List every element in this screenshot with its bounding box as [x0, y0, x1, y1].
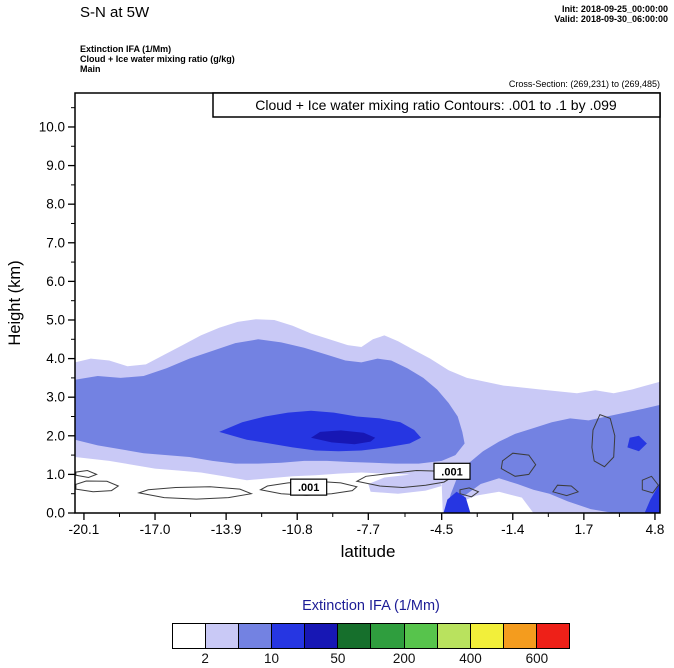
colorbar-tick-label: 200: [392, 651, 416, 666]
cross-section-coords: Cross-Section: (269,231) to (269,485): [508, 79, 660, 89]
contour-line-1: [75, 469, 98, 479]
y-tick-label: 9.0: [46, 158, 65, 173]
contour-fill-vivid-right-corner: [644, 482, 660, 513]
x-tick-label: -10.8: [282, 522, 313, 537]
field-name-cloud-ice: Cloud + Ice water mixing ratio (g/kg): [80, 54, 235, 64]
y-tick-label: 0.0: [46, 506, 65, 521]
y-tick-label: 3.0: [46, 390, 65, 405]
colorbar-cell-2: [239, 624, 273, 648]
x-tick-label: -13.9: [211, 522, 242, 537]
colorbar-title: Extinction IFA (1/Mm): [302, 598, 440, 614]
colorbar-cell-3: [272, 624, 306, 648]
colorbar-cell-7: [404, 624, 438, 648]
y-axis-label: Height (km): [6, 260, 24, 345]
colorbar-cell-6: [371, 624, 405, 648]
contour-label-0: .001: [298, 482, 319, 494]
contour-line-2: [137, 486, 254, 500]
field-name-extinction: Extinction IFA (1/Mm): [80, 44, 172, 54]
field-name-domain: Main: [80, 64, 101, 74]
contour-label-box-0: [290, 478, 328, 496]
colorbar-tick-label: 10: [263, 651, 280, 666]
x-tick-label: -17.0: [140, 522, 171, 537]
contour-info-text: Cloud + Ice water mixing ratio Contours:…: [255, 97, 617, 113]
y-tick-label: 2.0: [46, 428, 65, 443]
colorbar-cell-8: [437, 624, 471, 648]
valid-timestamp: Valid: 2018-09-30_06:00:00: [554, 14, 668, 24]
contour-line-9: [641, 475, 660, 494]
contour-line-8: [591, 413, 616, 468]
x-tick-label: -7.7: [357, 522, 380, 537]
init-timestamp: Init: 2018-09-25_00:00:00: [561, 4, 668, 14]
contour-fill-light-strip: [368, 474, 442, 494]
y-tick-label: 6.0: [46, 274, 65, 289]
y-tick-label: 10.0: [39, 119, 65, 134]
contour-line-0: [75, 480, 120, 493]
y-tick-label: 1.0: [46, 467, 65, 482]
contour-label-box-1: [433, 462, 471, 480]
x-axis-label: latitude: [341, 542, 396, 561]
colorbar-cell-11: [536, 624, 569, 648]
axes-layer: -20.1 -17.0 -13.9 -10.8 -7.7 -4.5 -1.4 1.7 4.8 0.…: [39, 107, 665, 537]
contour-fill-layer: .001 .001: [75, 319, 660, 513]
colorbar-tick-label: 400: [459, 651, 482, 666]
y-tick-label: 4.0: [46, 351, 65, 366]
colorbar-tick-label: 2: [201, 651, 209, 666]
colorbar: [172, 623, 570, 649]
cross-section-plot: .001 .001 -20.1 -17.0 -13.9 -10.8 -7.7 -4.5 -1.…: [6, 92, 665, 561]
colorbar-cell-1: [206, 624, 240, 648]
contour-label-1: .001: [441, 466, 462, 478]
page-title: S-N at 5W: [80, 4, 150, 21]
colorbar-labels: 2 10 50 200 400 600: [0, 651, 674, 668]
contour-fill-mid-right: [445, 404, 660, 513]
x-tick-label: 1.7: [574, 522, 593, 537]
x-tick-label: -4.5: [430, 522, 453, 537]
contour-fill-dark-core: [311, 430, 376, 445]
y-tick-label: 8.0: [46, 197, 65, 212]
x-tick-label: -20.1: [69, 522, 100, 537]
colorbar-cell-10: [503, 624, 537, 648]
contour-line-5: [459, 487, 480, 498]
x-tick-label: -1.4: [501, 522, 525, 537]
colorbar-cell-5: [338, 624, 372, 648]
colorbar-tick-label: 50: [330, 651, 346, 666]
contour-line-6: [500, 452, 537, 477]
y-tick-label: 7.0: [46, 235, 65, 250]
colorbar-cell-0: [173, 624, 207, 648]
colorbar-cell-9: [470, 624, 504, 648]
colorbar-tick-label: 600: [525, 651, 549, 666]
contour-info-box: [212, 92, 661, 118]
contour-fill-vivid-bottom: [443, 491, 471, 513]
contour-line-7: [552, 484, 580, 497]
y-tick-label: 5.0: [46, 312, 65, 327]
x-tick-label: 4.8: [646, 522, 665, 537]
contour-fill-vivid-right-small: [627, 435, 647, 452]
colorbar-cell-4: [305, 624, 339, 648]
